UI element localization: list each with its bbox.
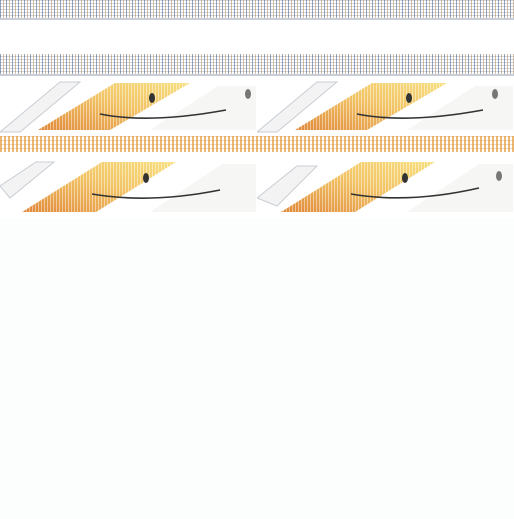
finder-smiley-icon bbox=[257, 80, 514, 134]
empty-content-area bbox=[0, 218, 514, 519]
corrupted-header-band bbox=[0, 0, 514, 18]
finder-smiley-icon bbox=[0, 158, 257, 214]
corrupted-toolbar-band bbox=[0, 54, 514, 74]
toolbar-divider bbox=[0, 74, 514, 76]
finder-smiley-icon bbox=[257, 158, 514, 214]
corrupted-separator-band bbox=[0, 136, 514, 152]
header-divider bbox=[0, 18, 514, 20]
finder-smiley-icon bbox=[0, 80, 257, 134]
icon-row-bottom bbox=[0, 158, 514, 214]
icon-row-top bbox=[0, 80, 514, 134]
